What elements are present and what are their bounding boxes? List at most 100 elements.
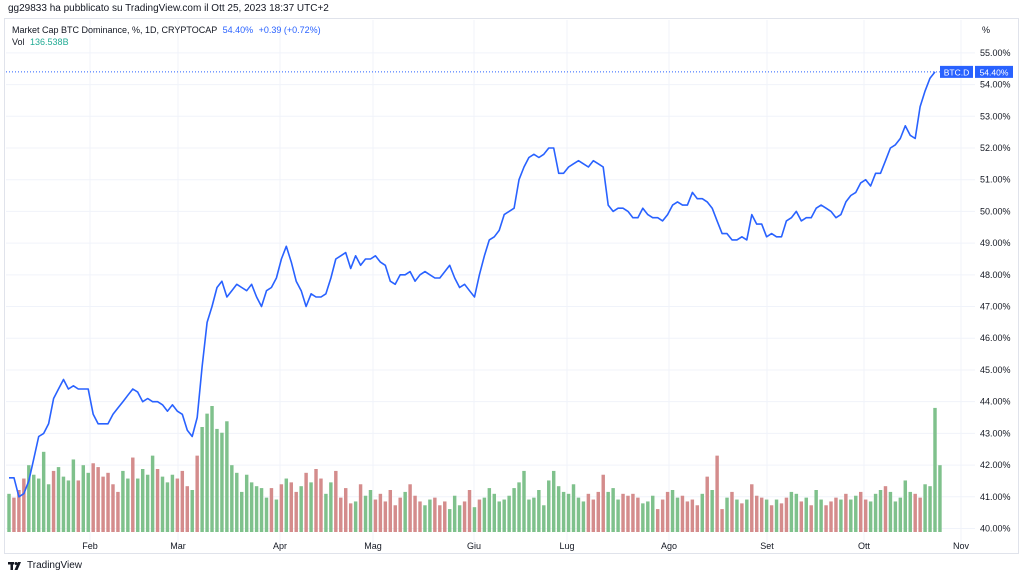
volume-bar bbox=[61, 476, 66, 532]
volume-bar bbox=[675, 497, 680, 532]
volume-bar bbox=[27, 465, 31, 532]
volume-bar bbox=[556, 486, 561, 532]
volume-bar bbox=[616, 499, 620, 532]
volume-bar bbox=[254, 486, 259, 532]
volume-bar bbox=[700, 493, 704, 532]
volume-bar bbox=[581, 501, 586, 532]
volume-bar bbox=[611, 488, 615, 532]
footer-brand-text: TradingView bbox=[27, 560, 83, 571]
volume-bar bbox=[344, 488, 348, 532]
volume-bar bbox=[606, 491, 610, 532]
legend-volume-row[interactable]: Vol 136.538B bbox=[12, 36, 321, 48]
volume-bar bbox=[477, 499, 482, 532]
volume-bar bbox=[190, 490, 194, 532]
volume-bar bbox=[155, 469, 160, 532]
y-tick-label: 55.00% bbox=[980, 48, 1011, 58]
volume-bar bbox=[452, 495, 457, 532]
volume-bar bbox=[745, 499, 749, 532]
volume-bar bbox=[230, 465, 234, 532]
volume-bar bbox=[393, 505, 397, 532]
volume-bar bbox=[160, 476, 165, 532]
volume-bar bbox=[854, 495, 858, 532]
y-axis-unit[interactable]: % bbox=[982, 25, 991, 35]
x-tick-label: Apr bbox=[273, 541, 287, 551]
volume-bar bbox=[586, 493, 591, 532]
volume-bar bbox=[685, 501, 690, 532]
volume-bar bbox=[487, 488, 492, 532]
y-tick-label: 42.00% bbox=[980, 460, 1011, 470]
volume-bar bbox=[96, 467, 100, 532]
chart-legend: Market Cap BTC Dominance, %, 1D, CRYPTOC… bbox=[12, 24, 321, 48]
volume-bar bbox=[32, 474, 36, 532]
volume-bar bbox=[373, 499, 378, 532]
volume-bar bbox=[86, 472, 90, 532]
volume-bar bbox=[566, 493, 571, 532]
volume-bar bbox=[329, 482, 333, 532]
volume-bar bbox=[269, 488, 274, 532]
y-tick-label: 47.00% bbox=[980, 302, 1011, 312]
volume-bar bbox=[368, 490, 373, 532]
volume-bar bbox=[779, 503, 784, 532]
volume-bar bbox=[51, 470, 56, 532]
volume-bar bbox=[408, 484, 412, 532]
volume-bar bbox=[319, 478, 323, 532]
volume-bar bbox=[12, 497, 16, 532]
volume-bar bbox=[695, 505, 700, 532]
volume-bar bbox=[710, 490, 714, 532]
legend-symbol-row[interactable]: Market Cap BTC Dominance, %, 1D, CRYPTOC… bbox=[12, 24, 321, 36]
volume-bar bbox=[240, 491, 244, 532]
volume-bar bbox=[180, 470, 185, 532]
volume-bar bbox=[799, 501, 804, 532]
volume-bar bbox=[358, 484, 363, 532]
volume-bar bbox=[378, 493, 383, 532]
volume-bar bbox=[868, 501, 873, 532]
volume-bar bbox=[547, 480, 551, 532]
volume-bar bbox=[91, 463, 95, 532]
volume-bar bbox=[542, 505, 546, 532]
volume-bar bbox=[938, 465, 942, 532]
volume-bar bbox=[363, 495, 368, 532]
volume-bar bbox=[873, 493, 878, 532]
volume-bar bbox=[165, 482, 170, 532]
volume-bar bbox=[116, 491, 120, 532]
volume-bar bbox=[720, 509, 724, 532]
volume-bar bbox=[467, 490, 472, 532]
volume-bar bbox=[537, 490, 541, 532]
volume-bar bbox=[918, 497, 922, 532]
volume-bar bbox=[438, 505, 442, 532]
y-tick-label: 44.00% bbox=[980, 397, 1011, 407]
x-tick-label: Set bbox=[760, 541, 774, 551]
volume-bar bbox=[814, 490, 818, 532]
volume-bar bbox=[933, 407, 937, 532]
volume-bar bbox=[522, 470, 526, 532]
volume-bar bbox=[512, 488, 516, 532]
volume-bar bbox=[844, 493, 848, 532]
volume-bar bbox=[264, 497, 269, 532]
volume-bar bbox=[858, 491, 863, 532]
volume-bar bbox=[740, 503, 744, 532]
y-tick-label: 48.00% bbox=[980, 270, 1011, 280]
volume-bar bbox=[561, 491, 566, 532]
volume-bar bbox=[383, 501, 388, 532]
volume-bar bbox=[413, 495, 417, 532]
volume-bar bbox=[804, 497, 808, 532]
volume-bar bbox=[66, 480, 71, 532]
volume-bar bbox=[824, 505, 828, 532]
volume-bar bbox=[81, 465, 86, 532]
volume-bar bbox=[819, 499, 823, 532]
volume-bar bbox=[789, 491, 794, 532]
volume-bar bbox=[324, 493, 328, 532]
volume-bar bbox=[457, 505, 462, 532]
volume-bars bbox=[7, 406, 942, 532]
chart-frame[interactable] bbox=[4, 18, 1019, 554]
volume-bar bbox=[304, 472, 308, 532]
volume-bar bbox=[601, 474, 605, 532]
volume-bar bbox=[279, 484, 284, 532]
volume-bar bbox=[576, 497, 581, 532]
footer-brand[interactable]: TradingView bbox=[8, 560, 82, 571]
volume-bar bbox=[36, 478, 41, 532]
volume-bar bbox=[309, 482, 313, 532]
volume-bar bbox=[883, 486, 888, 532]
volume-bar bbox=[631, 493, 635, 532]
